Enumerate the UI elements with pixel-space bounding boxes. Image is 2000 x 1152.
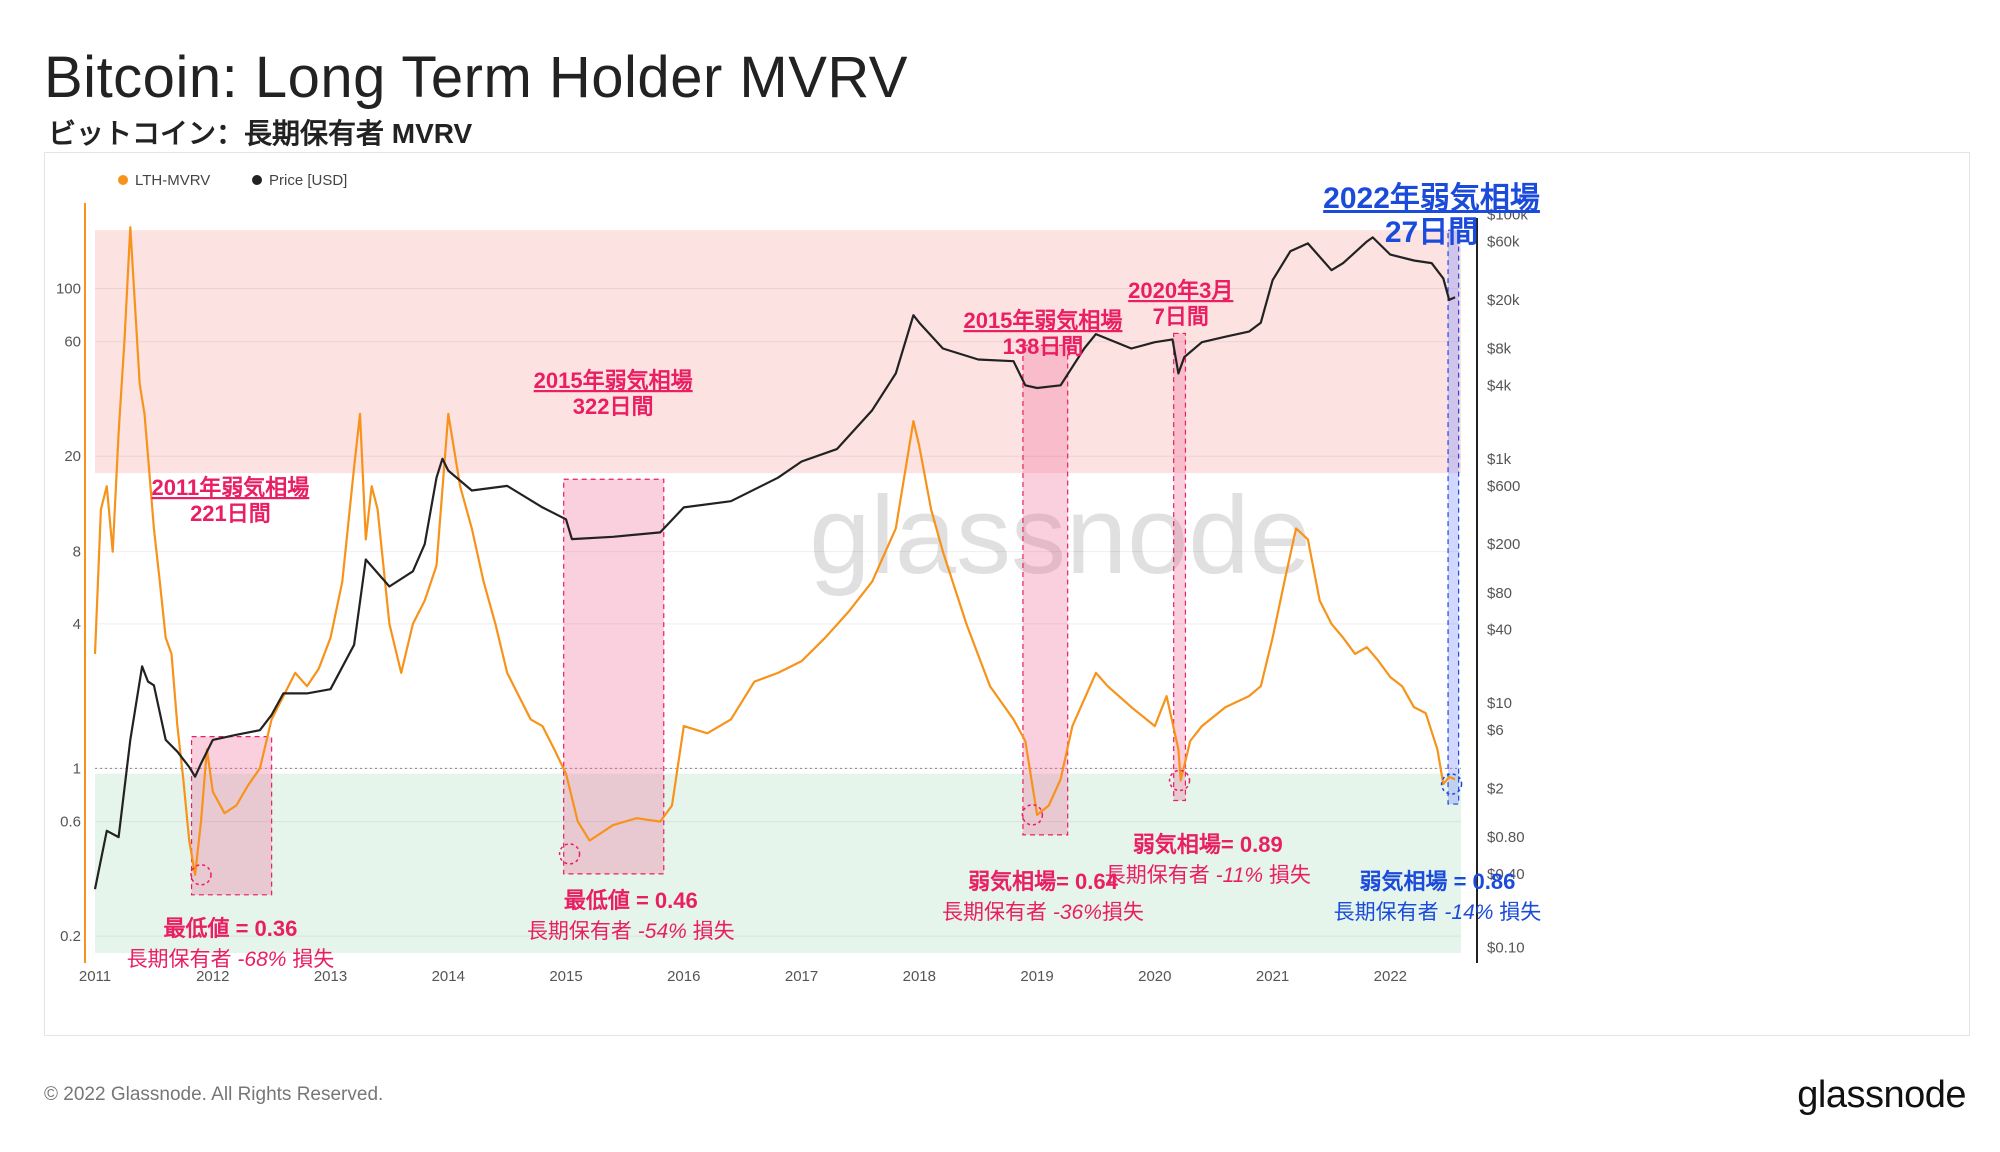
bear-market-box-5 (1447, 229, 1460, 805)
y-right-tick: $0.40 (1487, 866, 1525, 883)
zone-low (95, 773, 1461, 953)
loss-percent: -36% (1053, 901, 1102, 924)
x-tick: 2017 (785, 968, 818, 985)
bear-market-days-5: 27日間 (1385, 216, 1478, 249)
x-tick: 2014 (432, 968, 465, 985)
y-right-tick: $0.80 (1487, 829, 1525, 846)
loss-prefix: 長期保有者 (127, 948, 238, 971)
loss-prefix: 長期保有者 (942, 901, 1053, 924)
bear-market-title-2: 2015年弱気相場 (534, 368, 693, 393)
legend-lth-label[interactable]: LTH-MVRV (135, 172, 210, 189)
x-tick: 2015 (549, 968, 582, 985)
x-tick: 2020 (1138, 968, 1171, 985)
bear-market-loss-label-5: 長期保有者 -14% 損失 (1334, 901, 1542, 924)
page-title: Bitcoin: Long Term Holder MVRV (44, 45, 908, 110)
bear-market-box-3 (1022, 344, 1069, 836)
loss-prefix: 長期保有者 (527, 920, 638, 943)
bear-market-min-label-3: 弱気相場= 0.64 (968, 869, 1119, 894)
bear-market-min-marker-1 (190, 864, 212, 886)
series-line-lth-mvrv (93, 226, 1456, 876)
x-tick: 2011 (79, 968, 111, 985)
bear-market-min-label-1: 最低値 = 0.36 (163, 916, 297, 941)
bear-market-box-2 (563, 478, 665, 875)
bear-market-loss-label-3: 長期保有者 -36%損失 (942, 901, 1144, 924)
x-tick: 2016 (667, 968, 700, 985)
chart-frame: glassnode 100 60 20 8 4 1 0.6 0.2 $100k $60k $20k $… (44, 152, 1970, 1036)
bear-market-box-4 (1173, 332, 1187, 802)
zone-high (95, 230, 1461, 474)
y-right-tick: $200 (1487, 536, 1520, 553)
x-tick: 2018 (903, 968, 936, 985)
y-right-tick: $20k (1487, 292, 1520, 309)
bear-market-min-label-5: 弱気相場 = 0.86 (1359, 869, 1515, 894)
y-left-tick: 20 (64, 448, 81, 465)
x-tick: 2012 (196, 968, 229, 985)
bear-market-loss-label-2: 長期保有者 -54% 損失 (527, 920, 735, 943)
y-left-tick: 100 (56, 280, 81, 297)
y-right-tick: $10 (1487, 695, 1512, 712)
bear-market-min-marker-4 (1168, 769, 1191, 792)
y-left-tick: 8 (73, 544, 81, 561)
loss-suffix: 損失 (1102, 901, 1144, 924)
y-left-tick: 60 (64, 334, 81, 351)
y-right-tick: $8k (1487, 340, 1512, 357)
bear-market-min-marker-2 (558, 843, 581, 865)
chart-svg: glassnode 10060208410.60.2$100k$60k$20k$… (56, 172, 1542, 985)
loss-percent: -11% (1216, 864, 1263, 887)
bear-market-loss-label-1: 長期保有者 -68% 損失 (127, 948, 335, 971)
bear-market-min-marker-3 (1021, 804, 1044, 826)
bear-market-days-2: 322日間 (573, 394, 654, 419)
y-right-tick: $600 (1487, 478, 1520, 495)
bear-market-min-label-4: 弱気相場= 0.89 (1133, 832, 1283, 857)
x-tick: 2013 (314, 968, 347, 985)
bear-market-days-1: 221日間 (190, 501, 271, 526)
loss-percent: -14% (1444, 901, 1493, 924)
y-right-tick: $40 (1487, 622, 1512, 639)
y-right-tick: $80 (1487, 585, 1512, 602)
y-left-tick: 4 (73, 616, 81, 633)
series-line-price (93, 236, 1456, 890)
bear-market-title-1: 2011年弱気相場 (152, 475, 310, 500)
legend-price-dot (252, 175, 262, 185)
x-tick: 2022 (1374, 968, 1407, 985)
footer-copyright: © 2022 Glassnode. All Rights Reserved. (44, 1084, 384, 1105)
bear-market-min-marker-5 (1440, 773, 1463, 795)
bear-market-title-3: 2015年弱気相場 (963, 308, 1122, 333)
loss-suffix: 損失 (1263, 864, 1311, 887)
y-right-tick: $6 (1487, 722, 1504, 739)
y-left-tick: 0.6 (60, 814, 81, 831)
loss-percent: -54% (638, 920, 687, 943)
y-right-tick: $4k (1487, 377, 1512, 394)
loss-prefix: 長期保有者 (1334, 901, 1445, 924)
y-right-tick: $60k (1487, 234, 1520, 251)
loss-suffix: 損失 (1493, 901, 1541, 924)
y-right-tick: $1k (1487, 451, 1512, 468)
legend-lth-dot (118, 175, 128, 185)
page-subtitle: ビットコイン：長期保有者 MVRV (48, 118, 473, 149)
loss-percent: -68% (237, 948, 286, 971)
bear-market-days-3: 138日間 (1003, 334, 1084, 359)
bear-market-min-label-2: 最低値 = 0.46 (564, 888, 698, 913)
bear-market-title-4: 2020年3月 (1128, 278, 1233, 303)
legend-price-label[interactable]: Price [USD] (269, 172, 347, 189)
loss-suffix: 損失 (286, 948, 334, 971)
loss-prefix: 長期保有者 (1105, 864, 1216, 887)
x-tick: 2019 (1020, 968, 1053, 985)
bear-market-title-5: 2022年弱気相場 (1323, 182, 1540, 215)
y-left-tick: 1 (73, 760, 81, 777)
footer-brand-logo: glassnode (1797, 1074, 1966, 1116)
bear-market-days-4: 7日間 (1153, 304, 1209, 329)
y-right-tick: $100k (1487, 207, 1528, 224)
y-left-tick: 0.2 (60, 928, 81, 945)
x-tick: 2021 (1256, 968, 1289, 985)
bear-market-loss-label-4: 長期保有者 -11% 損失 (1105, 864, 1311, 887)
y-right-tick: $2 (1487, 780, 1504, 797)
y-right-tick: $0.10 (1487, 939, 1525, 956)
loss-suffix: 損失 (687, 920, 735, 943)
